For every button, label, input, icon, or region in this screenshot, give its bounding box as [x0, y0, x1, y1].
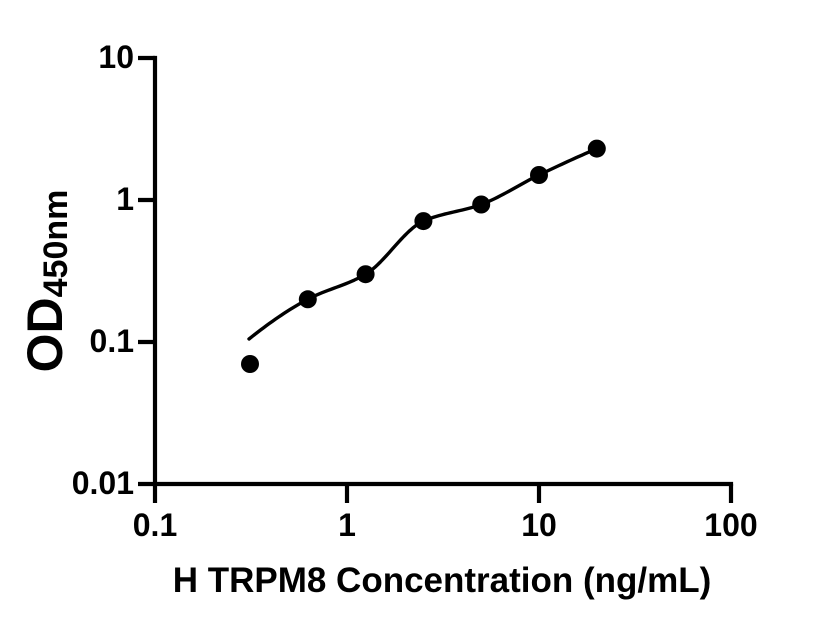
svg-text:10: 10 [98, 39, 134, 75]
svg-text:H TRPM8 Concentration (ng/mL): H TRPM8 Concentration (ng/mL) [173, 561, 712, 600]
svg-text:1: 1 [116, 181, 134, 217]
svg-text:0.01: 0.01 [72, 465, 134, 501]
svg-text:0.1: 0.1 [133, 507, 177, 543]
svg-text:10: 10 [521, 507, 557, 543]
svg-text:0.1: 0.1 [90, 323, 134, 359]
svg-text:100: 100 [704, 507, 757, 543]
svg-text:1: 1 [338, 507, 356, 543]
svg-text:OD450nm: OD450nm [17, 190, 75, 373]
